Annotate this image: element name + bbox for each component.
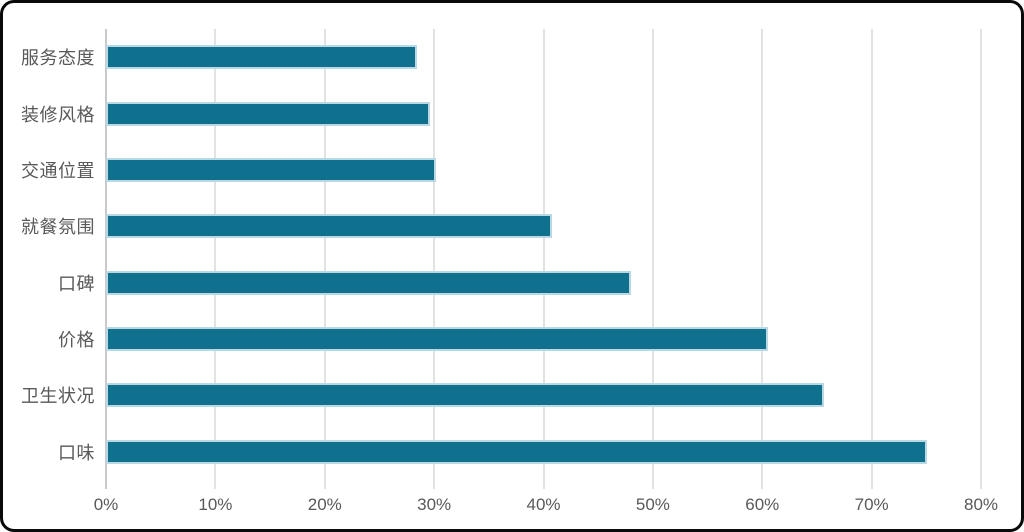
gridline xyxy=(761,29,764,489)
x-tick-label: 50% xyxy=(635,495,670,514)
bar-价格 xyxy=(106,327,769,352)
category-label: 交通位置 xyxy=(21,160,95,181)
bar-就餐氛围 xyxy=(106,214,552,239)
x-tick-label: 30% xyxy=(417,495,452,514)
category-label: 装修风格 xyxy=(21,104,95,125)
gridline xyxy=(651,29,654,489)
category-label: 价格 xyxy=(58,330,95,351)
gridline xyxy=(323,29,326,489)
x-tick-label: 0% xyxy=(93,495,119,514)
plot-area xyxy=(105,29,982,489)
x-axis-labels: 0% 10% 20% 30% 40% 50% 60% 70% 80% xyxy=(94,492,998,518)
x-tick-label: 70% xyxy=(854,495,889,514)
gridline xyxy=(980,29,982,489)
x-tick-label: 20% xyxy=(307,495,342,514)
bar-口碑 xyxy=(106,270,631,295)
y-axis-labels: 服务态度装修风格交通位置就餐氛围口碑价格卫生状况口味 xyxy=(3,29,95,480)
gridline xyxy=(870,29,873,489)
bar-交通位置 xyxy=(106,157,436,182)
bar-卫生状况 xyxy=(106,383,825,408)
bar-口味 xyxy=(106,439,928,464)
bar-服务态度 xyxy=(106,45,418,70)
category-label: 就餐氛围 xyxy=(21,217,95,238)
category-label: 服务态度 xyxy=(21,48,95,69)
x-tick-label: 40% xyxy=(526,495,561,514)
category-label: 口碑 xyxy=(58,273,95,294)
gridline xyxy=(214,29,217,489)
x-tick-label: 60% xyxy=(745,495,780,514)
category-label: 卫生状况 xyxy=(21,386,95,407)
x-tick-label: 80% xyxy=(963,495,999,514)
gridline xyxy=(433,29,436,489)
x-tick-label: 10% xyxy=(198,495,233,514)
gridline xyxy=(542,29,545,489)
y-axis-line xyxy=(105,29,107,489)
bar-装修风格 xyxy=(106,101,431,126)
category-label: 口味 xyxy=(58,442,95,463)
